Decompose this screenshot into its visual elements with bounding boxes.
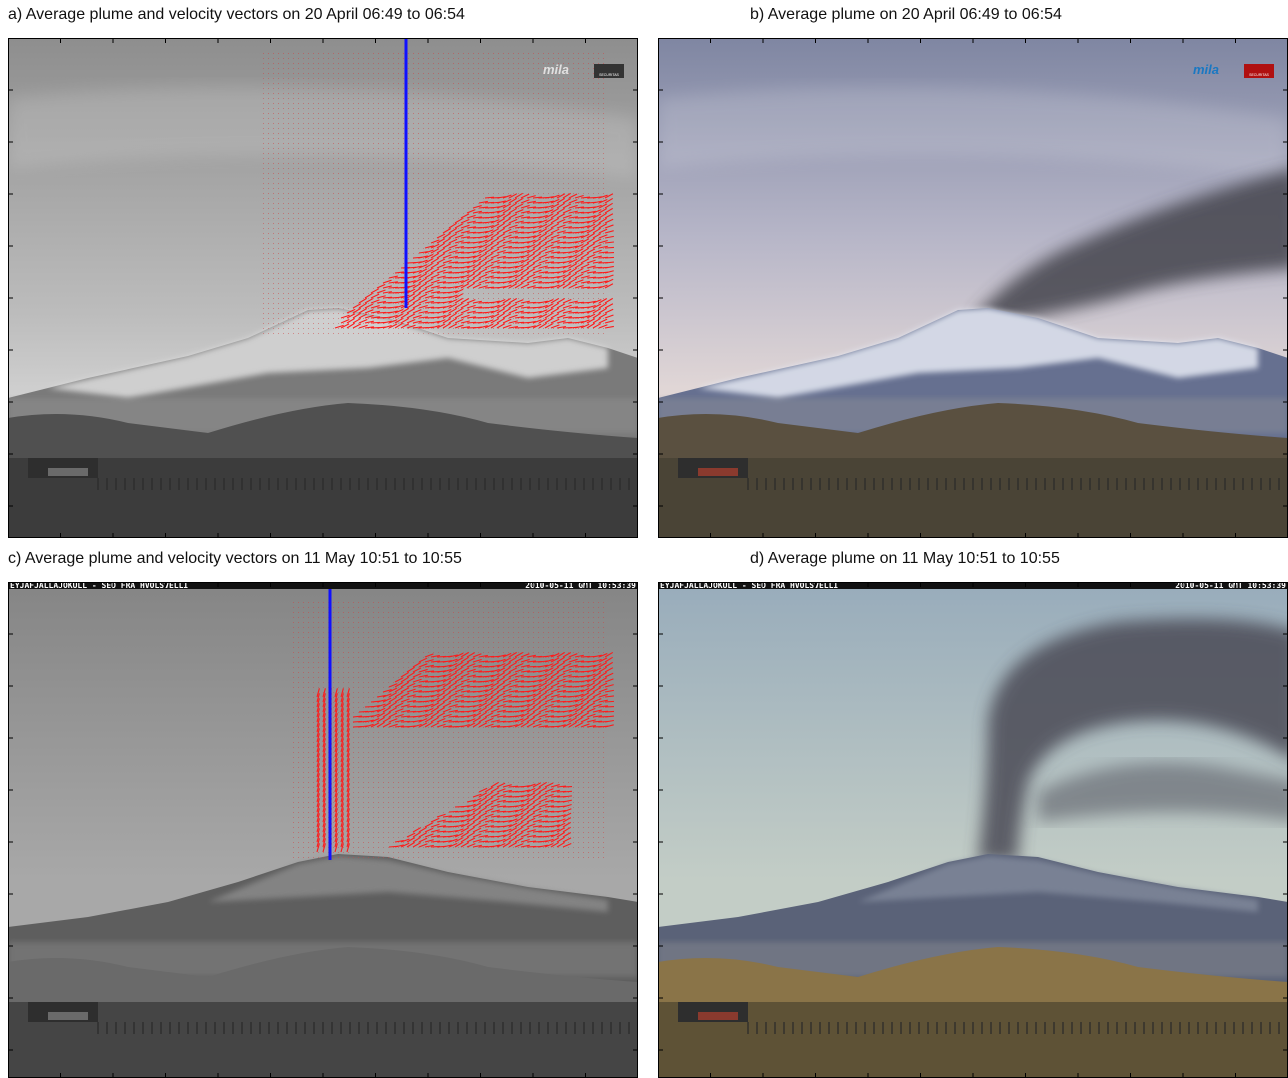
photo-panel: mila SECURITAS bbox=[658, 38, 1288, 538]
farm-roof bbox=[698, 1012, 738, 1020]
velocity-vector bbox=[563, 791, 572, 792]
velocity-vector bbox=[605, 247, 614, 248]
velocity-vector bbox=[605, 257, 614, 258]
logo-securitas: SECURITAS bbox=[1249, 73, 1269, 77]
photo-panel: mila SECURITAS bbox=[8, 38, 638, 538]
panel-title: a) Average plume and velocity vectors on… bbox=[8, 6, 465, 23]
farm-roof bbox=[698, 468, 738, 476]
photo-panel: EYJAFJALLAJOKULL - SEO FRA HVOLSVELLI201… bbox=[658, 581, 1288, 1078]
photo-panel: EYJAFJALLAJOKULL - SEO FRA HVOLSVELLI201… bbox=[8, 581, 638, 1078]
vector-grid bbox=[293, 602, 608, 862]
foreground bbox=[658, 1002, 1288, 1078]
panel-title: b) Average plume on 20 April 06:49 to 06… bbox=[750, 6, 1062, 23]
foreground bbox=[658, 458, 1288, 538]
farm-roof bbox=[48, 1012, 88, 1020]
panel-title: c) Average plume and velocity vectors on… bbox=[8, 550, 462, 567]
velocity-vector bbox=[605, 701, 614, 702]
logo-mila: mila bbox=[543, 62, 569, 77]
farm-roof bbox=[48, 468, 88, 476]
figure: a) Average plume and velocity vectors on… bbox=[0, 0, 1288, 1078]
vector-grid bbox=[263, 53, 608, 338]
velocity-vector bbox=[605, 711, 614, 712]
logo-securitas: SECURITAS bbox=[599, 73, 619, 77]
foreground bbox=[8, 458, 638, 538]
panel-title: d) Average plume on 11 May 10:51 to 10:5… bbox=[750, 550, 1060, 567]
logo-mila: mila bbox=[1193, 62, 1219, 77]
foreground bbox=[8, 1002, 638, 1078]
